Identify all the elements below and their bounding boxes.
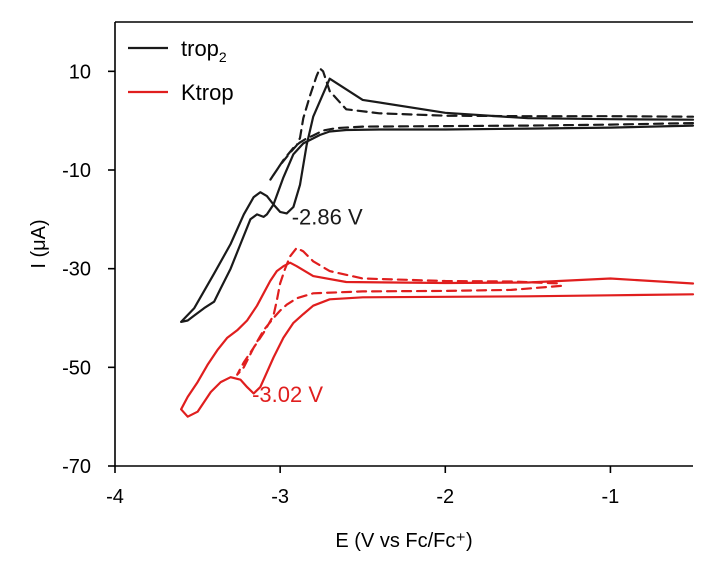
annotations: -2.86 V -3.02 V	[252, 204, 363, 407]
x-tick-label: -3	[271, 486, 289, 508]
x-axis-title: E (V vs Fc/Fc⁺)	[335, 530, 472, 552]
y-axis-ticks: 10 -10 -30 -50 -70	[62, 61, 115, 478]
peak-annotation-0: -2.86 V	[292, 204, 363, 229]
legend-label-trop2: trop2	[181, 36, 227, 65]
y-tick-label: -30	[62, 259, 91, 281]
y-tick-label: -10	[62, 160, 91, 182]
series-layer	[180, 67, 695, 418]
legend: trop2 Ktrop	[128, 36, 234, 105]
x-tick-label: -4	[106, 486, 124, 508]
x-tick-label: -2	[436, 486, 454, 508]
legend-subscript-trop2: 2	[219, 49, 227, 65]
y-tick-label: -70	[62, 456, 91, 478]
x-axis-ticks: -4 -3 -2 -1	[106, 466, 619, 508]
peak-annotation-1: -3.02 V	[252, 382, 323, 407]
series-line-0	[180, 77, 695, 323]
legend-label-ktrop: Ktrop	[181, 80, 234, 105]
series-line-3	[236, 246, 562, 376]
y-axis-title: I (μA)	[28, 219, 50, 268]
legend-text-trop2: trop	[181, 36, 219, 61]
y-tick-label: -50	[62, 357, 91, 379]
series-line-2	[180, 261, 695, 418]
y-tick-label: 10	[69, 61, 91, 83]
series-line-1	[269, 67, 695, 181]
x-tick-label: -1	[602, 486, 620, 508]
